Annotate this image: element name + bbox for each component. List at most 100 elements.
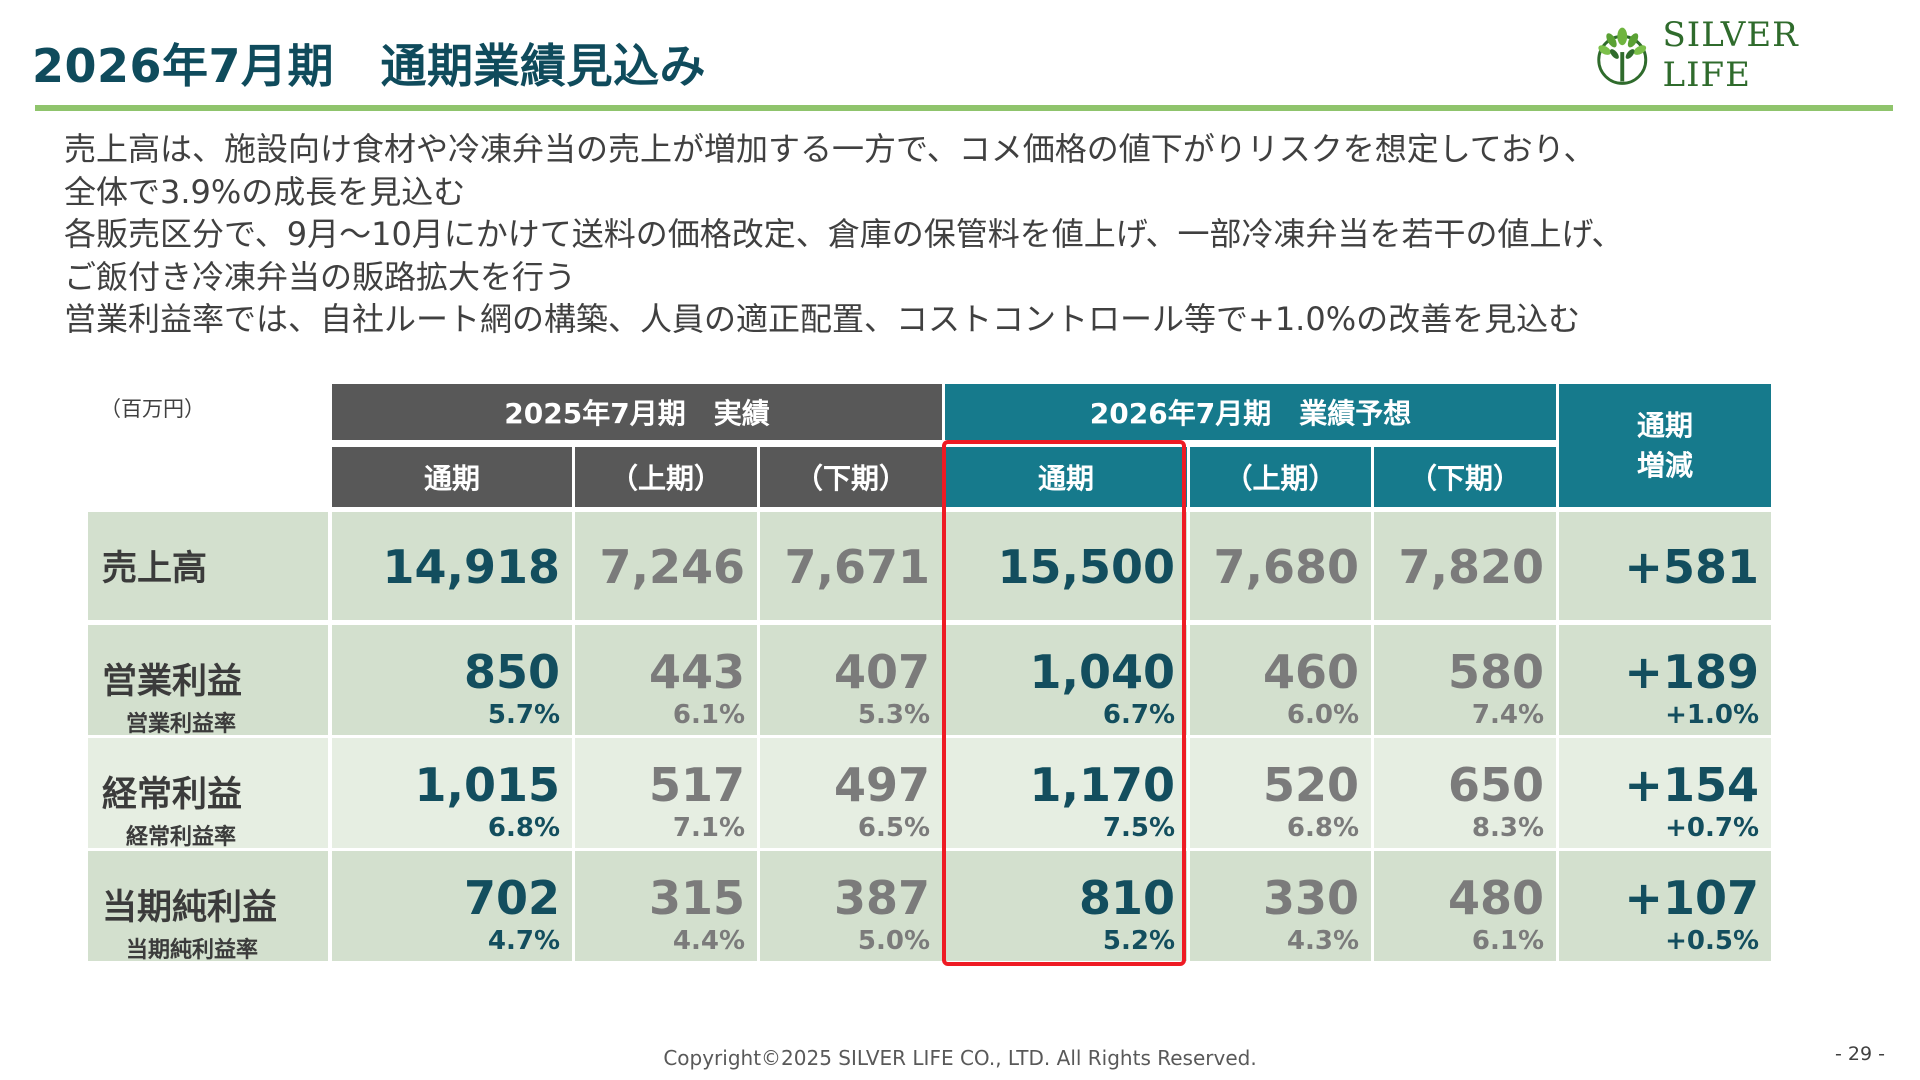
table-cell: +189 +1.0% (1559, 625, 1771, 735)
table-cell: 7,671 (760, 512, 942, 620)
table-cell: +154 +0.7% (1559, 738, 1771, 848)
cell-value: 7,246 (599, 540, 745, 594)
cell-value: 1,015 (414, 758, 560, 812)
cell-value: 517 (648, 758, 745, 812)
cell-rate: 6.8% (487, 813, 560, 843)
logo-text: SILVER LIFE (1662, 15, 1799, 95)
cell-value: 7,671 (784, 540, 930, 594)
summary-line: 営業利益率では、自社ルート網の構築、人員の適正配置、コストコントロール等で+1.… (64, 300, 1581, 338)
sub-header-forecast-h2: （下期） (1374, 447, 1556, 507)
sub-header-actual-h1: （上期） (575, 447, 757, 507)
cell-rate: 6.1% (672, 700, 745, 730)
summary-text: 売上高は、施設向け食材や冷凍弁当の売上が増加する一方で、コメ価格の値下がりリスク… (64, 128, 1824, 341)
row-label-main: 営業利益 (102, 662, 243, 702)
table-cell: 650 8.3% (1374, 738, 1556, 848)
header-fy2025-actual: 2025年7月期 実績 (332, 384, 942, 440)
forecast-highlight-box (942, 440, 1186, 966)
cell-value: 7,680 (1213, 540, 1359, 594)
row-label: 当期純利益当期純利益率 (88, 851, 328, 963)
row-label-main: 当期純利益 (102, 888, 278, 928)
table-cell: 330 4.3% (1190, 851, 1371, 961)
table-cell: 15,500 (945, 512, 1187, 620)
cell-value: 443 (648, 645, 745, 699)
cell-rate: +0.5% (1665, 926, 1759, 956)
table-cell: 7,246 (575, 512, 757, 620)
cell-value: 387 (833, 871, 930, 925)
summary-line: 各販売区分で、9月～10月にかけて送料の価格改定、倉庫の保管料を値上げ、一部冷凍… (64, 215, 1624, 253)
cell-rate: 6.8% (1286, 813, 1359, 843)
cell-rate: +1.0% (1665, 700, 1759, 730)
row-label-main: 経常利益 (102, 775, 243, 815)
copyright-footer: Copyright©2025 SILVER LIFE CO., LTD. All… (663, 1046, 1257, 1070)
table-cell: 7,680 (1190, 512, 1371, 620)
table-cell: +581 (1559, 512, 1771, 620)
table-cell: 850 5.7% (332, 625, 572, 735)
row-label-main: 売上高 (102, 549, 208, 589)
page-number: - 29 - (1835, 1043, 1885, 1065)
row-label-rate: 営業利益率 (126, 712, 237, 737)
cell-rate: 6.0% (1286, 700, 1359, 730)
row-label: 経常利益経常利益率 (88, 738, 328, 850)
summary-line: ご飯付き冷凍弁当の販路拡大を行う (64, 257, 577, 296)
cell-rate: 4.3% (1286, 926, 1359, 956)
header-fy2026-forecast: 2026年7月期 業績予想 (945, 384, 1556, 440)
sub-header-forecast-full: 通期 (945, 447, 1187, 507)
title-underline (35, 105, 1893, 111)
cell-rate: 7.5% (1102, 813, 1175, 843)
cell-value: 580 (1447, 645, 1544, 699)
cell-value: 330 (1262, 871, 1359, 925)
table-cell: 1,040 6.7% (945, 625, 1187, 735)
table-cell: 497 6.5% (760, 738, 942, 848)
cell-rate: 4.4% (672, 926, 745, 956)
table-cell: 580 7.4% (1374, 625, 1556, 735)
header-change-line2: 増減 (1636, 448, 1693, 482)
cell-value: 1,170 (1029, 758, 1175, 812)
cell-rate: 7.1% (672, 813, 745, 843)
cell-rate: 5.7% (487, 700, 560, 730)
cell-value: 520 (1262, 758, 1359, 812)
cell-rate: 4.7% (487, 926, 560, 956)
cell-value: 407 (833, 645, 930, 699)
cell-value: 810 (1078, 871, 1175, 925)
cell-value: 480 (1447, 871, 1544, 925)
cell-value: +581 (1624, 540, 1759, 594)
cell-value: +189 (1624, 645, 1759, 699)
cell-rate: 5.2% (1102, 926, 1175, 956)
table-cell: 7,820 (1374, 512, 1556, 620)
table-cell: 1,170 7.5% (945, 738, 1187, 848)
row-label-rate: 経常利益率 (126, 825, 237, 850)
cell-value: 315 (648, 871, 745, 925)
header-change-line1: 通期 (1636, 408, 1693, 442)
cell-value: +154 (1624, 758, 1759, 812)
row-label: 営業利益営業利益率 (88, 625, 328, 737)
row-label-rate: 当期純利益率 (126, 938, 259, 963)
summary-line: 全体で3.9%の成長を見込む (64, 172, 466, 211)
company-logo: SILVER LIFE (1588, 15, 1894, 95)
cell-value: +107 (1624, 871, 1759, 925)
sub-header-actual-h2: （下期） (760, 447, 942, 507)
cell-rate: +0.7% (1665, 813, 1759, 843)
cell-value: 460 (1262, 645, 1359, 699)
row-label: 売上高 (88, 512, 328, 620)
table-cell: 1,015 6.8% (332, 738, 572, 848)
cell-value: 15,500 (997, 540, 1175, 594)
table-cell: 387 5.0% (760, 851, 942, 961)
sub-header-actual-full: 通期 (332, 447, 572, 507)
cell-value: 1,040 (1029, 645, 1175, 699)
table-cell: +107 +0.5% (1559, 851, 1771, 961)
cell-value: 702 (463, 871, 560, 925)
cell-value: 497 (833, 758, 930, 812)
cell-rate: 7.4% (1471, 700, 1544, 730)
cell-rate: 6.7% (1102, 700, 1175, 730)
cell-rate: 5.3% (857, 700, 930, 730)
page-title: 2026年7月期 通期業績見込み (32, 39, 707, 93)
summary-line: 売上高は、施設向け食材や冷凍弁当の売上が増加する一方で、コメ価格の値下がりリスク… (64, 130, 1596, 168)
table-cell: 14,918 (332, 512, 572, 620)
table-cell: 315 4.4% (575, 851, 757, 961)
cell-value: 14,918 (382, 540, 560, 594)
table-cell: 407 5.3% (760, 625, 942, 735)
table-cell: 443 6.1% (575, 625, 757, 735)
cell-value: 650 (1447, 758, 1544, 812)
cell-rate: 6.5% (857, 813, 930, 843)
tree-leaf-logo-icon (1597, 27, 1648, 85)
